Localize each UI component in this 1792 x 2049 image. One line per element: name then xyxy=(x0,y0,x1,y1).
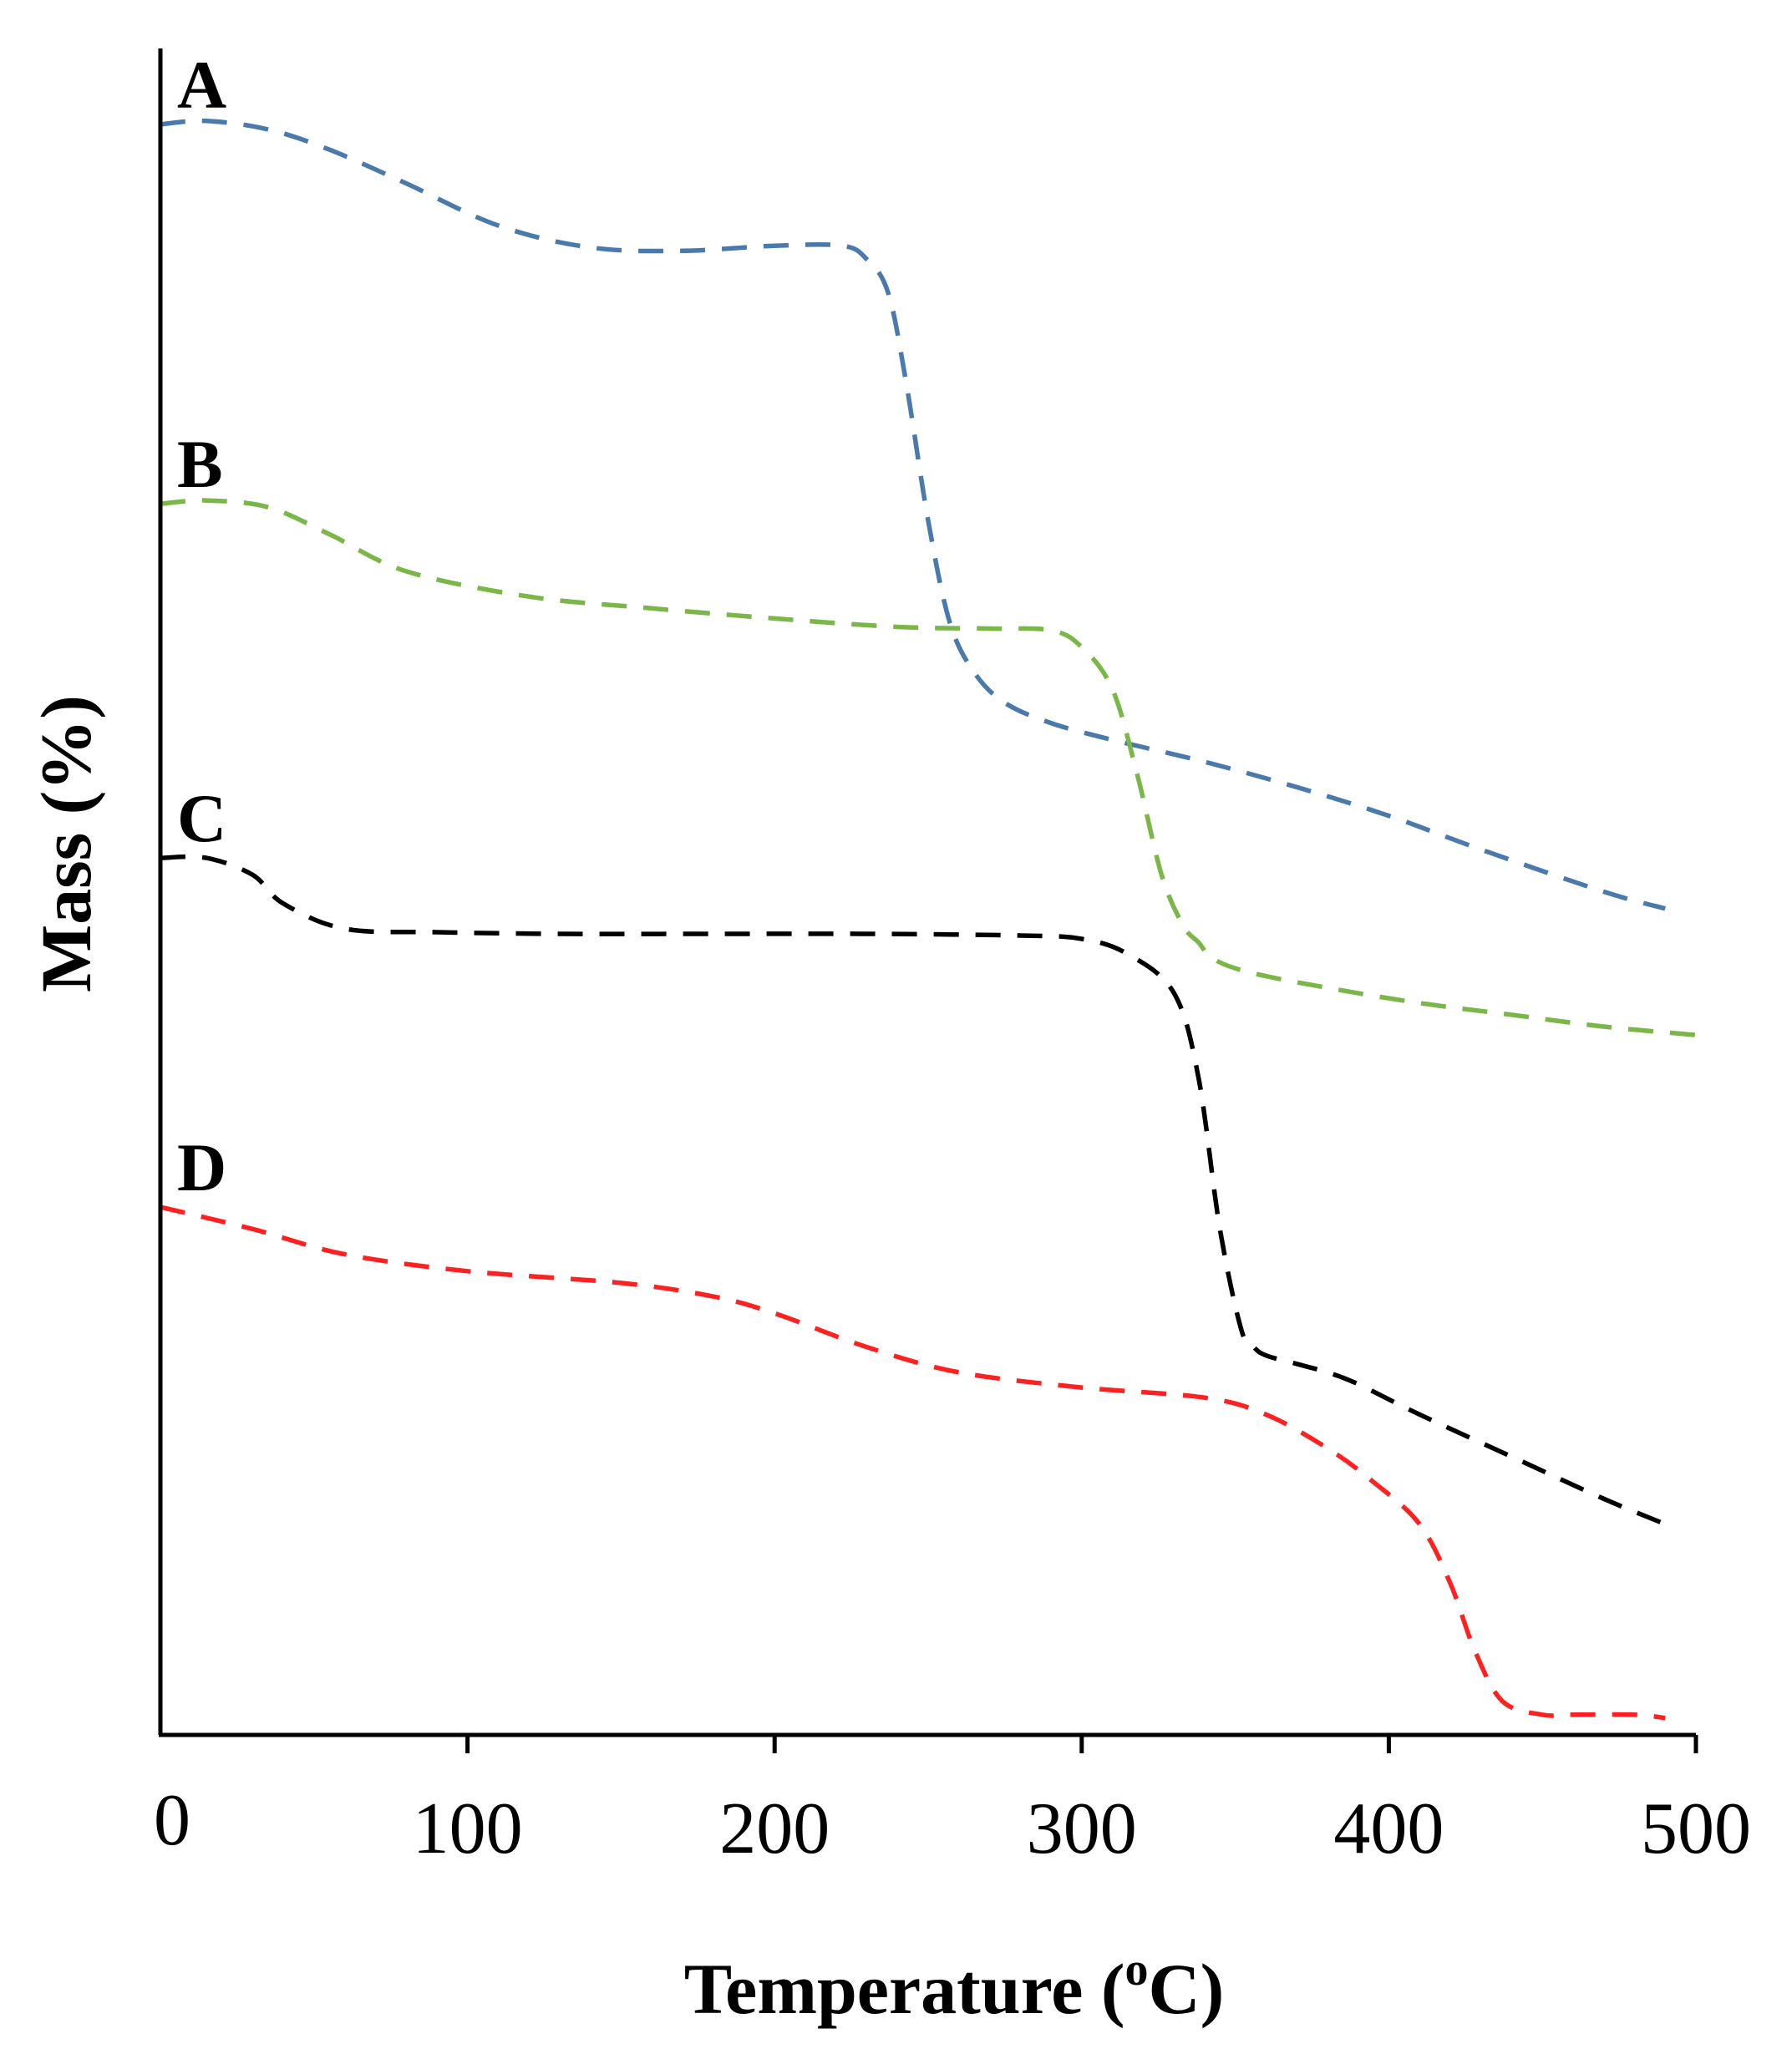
x-tick-label-0: 0 xyxy=(154,1780,190,1861)
series-line-c xyxy=(160,854,1667,1527)
series-label-c: C xyxy=(177,780,226,856)
x-axis-title-text: Temperature ( xyxy=(684,1949,1125,2029)
x-tick-label-300: 300 xyxy=(1027,1788,1137,1869)
x-tick-label-500: 500 xyxy=(1641,1788,1751,1869)
x-tick-label-200: 200 xyxy=(719,1788,830,1869)
y-axis-title: Mass (%) xyxy=(26,695,106,992)
series-line-b xyxy=(160,498,1697,1037)
series-label-b: B xyxy=(177,426,223,502)
series-labels: A B C D xyxy=(177,47,226,1205)
x-axis-title-superscript: o xyxy=(1125,1944,1149,1996)
x-axis-ticks: 0 100 200 300 400 500 xyxy=(154,1735,1751,1869)
series-label-d: D xyxy=(177,1129,226,1205)
x-tick-label-100: 100 xyxy=(413,1788,523,1869)
x-axis-title-unit: C) xyxy=(1149,1949,1225,2029)
x-axis-title: Temperature (oC) xyxy=(684,1944,1225,2029)
series-label-a: A xyxy=(177,47,226,123)
series-line-a xyxy=(160,118,1666,911)
x-tick-label-400: 400 xyxy=(1333,1788,1444,1869)
series-layer xyxy=(160,118,1697,1721)
series-line-d xyxy=(160,1205,1666,1721)
